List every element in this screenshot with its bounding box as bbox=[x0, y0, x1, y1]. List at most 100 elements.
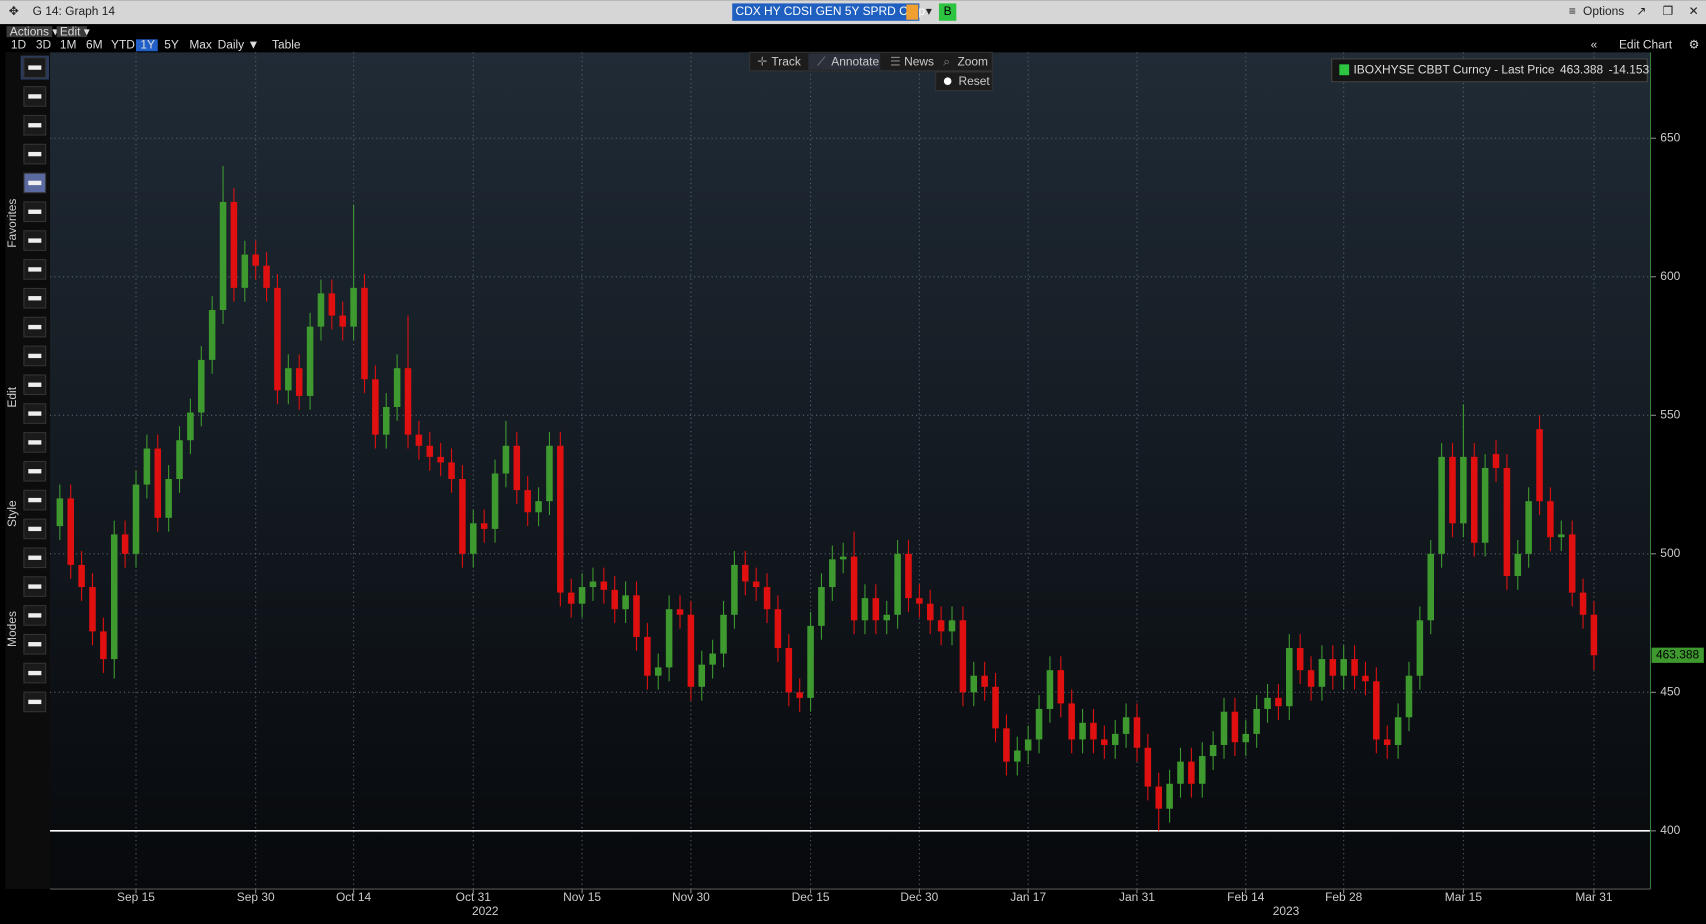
tool-button[interactable]: Zoom bbox=[957, 54, 988, 68]
tool-icon: ⟋ bbox=[817, 54, 826, 68]
candle-body bbox=[535, 501, 542, 513]
candle-body bbox=[1351, 659, 1358, 676]
candle-body bbox=[198, 359, 205, 413]
y-tick-label: 550 bbox=[1660, 407, 1680, 421]
range-button[interactable]: 1Y bbox=[140, 37, 155, 51]
options-icon: ≡ bbox=[1569, 4, 1576, 18]
menu-button[interactable] bbox=[56, 26, 88, 38]
x-tick-label: Sep 15 bbox=[117, 890, 155, 904]
candle-body bbox=[1536, 429, 1543, 502]
candle-body bbox=[1427, 553, 1434, 621]
side-tool-glyph bbox=[28, 670, 42, 676]
candle-body bbox=[1155, 786, 1162, 809]
last-price-label: 463.388 bbox=[1656, 647, 1700, 661]
candle-body bbox=[1460, 456, 1467, 524]
candle-body bbox=[1470, 456, 1478, 543]
range-button[interactable]: 3D bbox=[36, 37, 52, 51]
tool-button[interactable]: Track bbox=[771, 54, 800, 68]
candle-body bbox=[926, 603, 934, 621]
candle-body bbox=[883, 614, 890, 621]
range-button[interactable]: 6M bbox=[86, 37, 103, 51]
candle-body bbox=[698, 664, 706, 687]
candle-body bbox=[970, 675, 978, 693]
badge: B bbox=[944, 4, 952, 18]
candle-body bbox=[274, 287, 281, 391]
year-label: 2022 bbox=[472, 904, 499, 918]
legend-swatch bbox=[1339, 64, 1350, 76]
range-button[interactable]: 5Y bbox=[164, 37, 179, 51]
candle-body bbox=[121, 534, 129, 554]
candle-body bbox=[654, 667, 662, 676]
settings[interactable]: ⚙ bbox=[1689, 37, 1700, 51]
security-field[interactable] bbox=[732, 3, 920, 21]
candle-body bbox=[1003, 728, 1010, 762]
candle-body bbox=[285, 368, 292, 391]
popout[interactable]: ↗ bbox=[1636, 4, 1646, 18]
x-tick-label: Dec 30 bbox=[900, 890, 938, 904]
candle-body bbox=[502, 445, 510, 474]
candle-body bbox=[491, 473, 499, 529]
candle-body bbox=[676, 609, 684, 615]
candle-body bbox=[361, 287, 368, 380]
side-tool-glyph bbox=[28, 526, 42, 532]
x-tick-label: Jan 31 bbox=[1119, 890, 1155, 904]
range-button[interactable]: 1M bbox=[60, 37, 77, 51]
side-tool-glyph bbox=[28, 699, 42, 705]
side-section: Favorites bbox=[5, 199, 19, 248]
range-selected bbox=[136, 39, 158, 52]
candle-body bbox=[143, 448, 151, 485]
security-cursor bbox=[906, 4, 919, 20]
side-tool-glyph bbox=[28, 123, 42, 128]
range-button[interactable]: YTD bbox=[111, 37, 135, 51]
candle-body bbox=[1057, 670, 1065, 704]
candle-body bbox=[665, 609, 673, 668]
candle-body bbox=[1514, 553, 1522, 576]
candle-body bbox=[1286, 648, 1293, 707]
collapse[interactable]: « bbox=[1591, 37, 1598, 51]
window-menu[interactable]: ✥ bbox=[9, 4, 19, 18]
candle-body bbox=[470, 523, 477, 554]
candle-body bbox=[1231, 711, 1239, 743]
restore[interactable]: ❐ bbox=[1662, 4, 1673, 18]
candle-body bbox=[1547, 501, 1554, 538]
candle-body bbox=[644, 636, 651, 676]
candle-body bbox=[785, 648, 793, 693]
reset-button[interactable] bbox=[935, 71, 993, 91]
candle-body bbox=[208, 310, 216, 360]
security-dropdown[interactable]: ▾ bbox=[926, 4, 932, 18]
side-tool-glyph bbox=[28, 353, 42, 359]
candle-body bbox=[600, 581, 608, 590]
candle-body bbox=[861, 598, 869, 621]
legend bbox=[1331, 58, 1648, 83]
candle-body bbox=[829, 559, 836, 588]
candle-body bbox=[1438, 456, 1445, 554]
candle-body bbox=[426, 445, 434, 457]
candle-body bbox=[437, 456, 444, 463]
range-button[interactable]: Table bbox=[272, 37, 301, 51]
menu-button[interactable] bbox=[6, 26, 53, 38]
candle-body bbox=[339, 315, 346, 327]
side-tool-glyph bbox=[28, 642, 42, 647]
range-button[interactable]: Daily ▼ bbox=[218, 37, 260, 51]
tool-button[interactable]: Annotate bbox=[831, 54, 879, 68]
candle-body bbox=[1166, 783, 1173, 809]
candle-body bbox=[1492, 454, 1500, 468]
tool-button[interactable]: News bbox=[904, 54, 934, 68]
badge-box[interactable] bbox=[938, 3, 957, 21]
side-tool-glyph bbox=[28, 209, 42, 214]
range-button[interactable]: Max bbox=[189, 37, 212, 51]
candle-body bbox=[796, 692, 803, 698]
candle-body bbox=[850, 556, 858, 621]
candle-body bbox=[1046, 670, 1054, 709]
edit-chart[interactable]: Edit Chart bbox=[1619, 37, 1673, 51]
candle-body bbox=[1590, 614, 1598, 656]
range-button[interactable]: 1D bbox=[11, 37, 27, 51]
candle-body bbox=[774, 609, 782, 649]
options[interactable]: Options bbox=[1583, 4, 1624, 18]
candle-body bbox=[1177, 761, 1184, 784]
x-tick-label: Mar 15 bbox=[1445, 890, 1483, 904]
y-tick-label: 650 bbox=[1660, 130, 1680, 144]
candle-body bbox=[176, 440, 183, 480]
close[interactable]: ✕ bbox=[1689, 4, 1699, 18]
candle-body bbox=[1296, 648, 1304, 671]
